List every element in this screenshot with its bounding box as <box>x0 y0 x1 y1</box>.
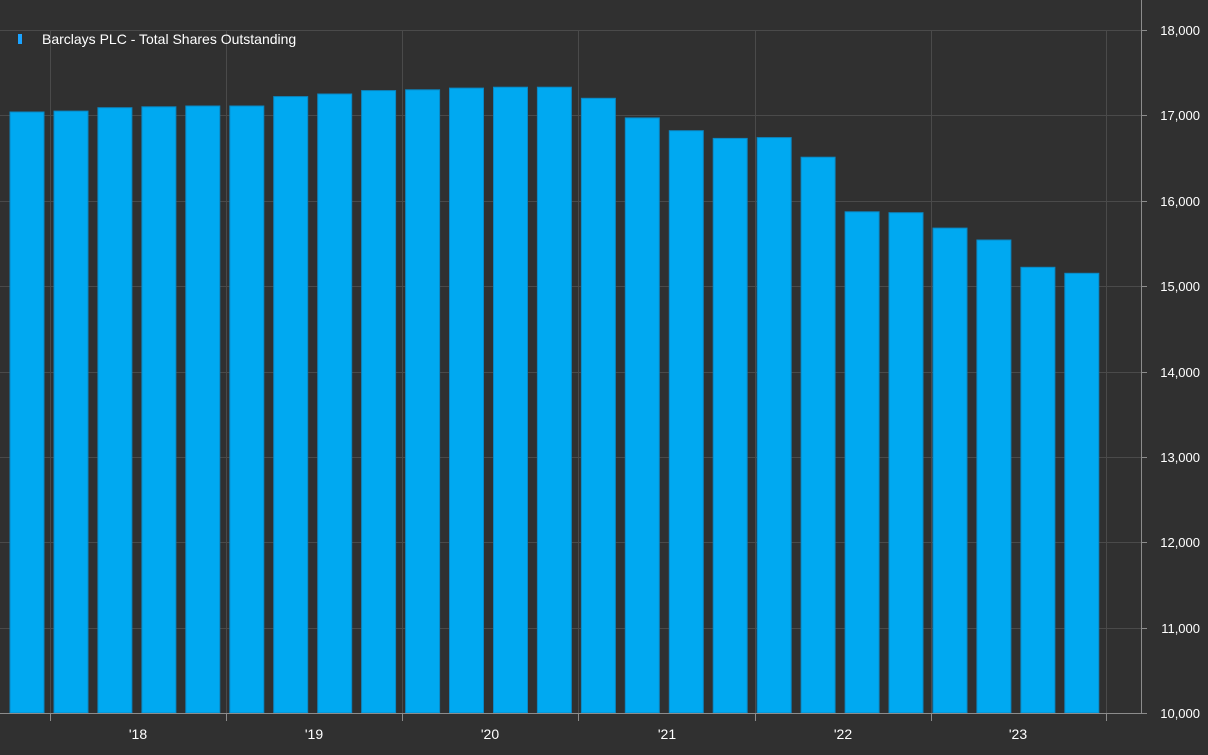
legend: Barclays PLC - Total Shares Outstanding <box>18 31 296 47</box>
bar <box>1064 272 1100 714</box>
bar <box>976 239 1012 714</box>
bar <box>1020 266 1056 714</box>
bar <box>141 106 177 714</box>
bar <box>361 90 397 714</box>
bar <box>9 111 45 714</box>
bar-series <box>9 86 1100 714</box>
bar <box>97 107 133 714</box>
x-tick-label: '19 <box>305 726 323 742</box>
axes <box>0 0 1147 721</box>
y-tick-labels: 10,000 11,000 12,000 13,000 14,000 15,000 16,0… <box>1160 23 1200 721</box>
x-tick-label: '22 <box>834 726 852 742</box>
y-tick-label: 13,000 <box>1160 450 1200 465</box>
y-tick-label: 11,000 <box>1161 621 1200 636</box>
y-tick-label: 17,000 <box>1160 108 1200 123</box>
x-tick-label: '23 <box>1009 726 1027 742</box>
bar <box>273 96 309 714</box>
bar <box>449 87 484 714</box>
bar <box>800 156 836 714</box>
bar <box>668 130 704 714</box>
bar <box>536 86 572 714</box>
bar <box>624 117 660 714</box>
bar <box>756 137 792 714</box>
bar <box>53 110 89 714</box>
bar <box>580 97 616 714</box>
bar <box>405 89 441 714</box>
bar <box>229 105 265 714</box>
bar <box>493 86 528 714</box>
legend-label: Barclays PLC - Total Shares Outstanding <box>42 31 297 47</box>
bar <box>712 137 748 714</box>
legend-swatch-icon <box>18 34 22 44</box>
y-tick-label: 18,000 <box>1160 23 1200 38</box>
y-tick-label: 15,000 <box>1160 279 1200 294</box>
x-tick-labels: '18 '19 '20 '21 '22 '23 <box>129 726 1027 742</box>
bar <box>888 212 924 714</box>
x-tick-label: '20 <box>481 726 499 742</box>
bar <box>932 227 968 714</box>
x-tick-label: '21 <box>658 726 676 742</box>
bar <box>185 105 221 714</box>
bar <box>844 211 880 714</box>
y-tick-label: 16,000 <box>1160 194 1200 209</box>
bar <box>317 93 353 714</box>
y-tick-label: 14,000 <box>1160 365 1200 380</box>
y-tick-label: 12,000 <box>1160 535 1200 550</box>
y-tick-label: 10,000 <box>1160 706 1200 721</box>
x-tick-label: '18 <box>129 726 147 742</box>
